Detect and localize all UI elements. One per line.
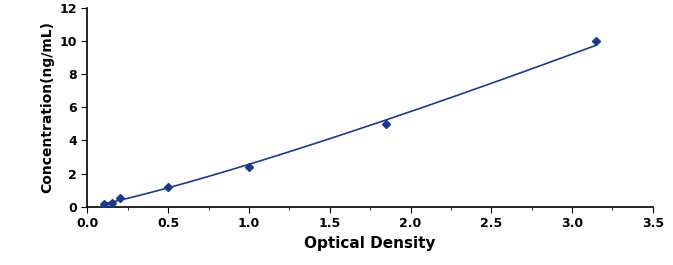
X-axis label: Optical Density: Optical Density — [304, 236, 436, 251]
Y-axis label: Concentration(ng/mL): Concentration(ng/mL) — [40, 21, 54, 193]
